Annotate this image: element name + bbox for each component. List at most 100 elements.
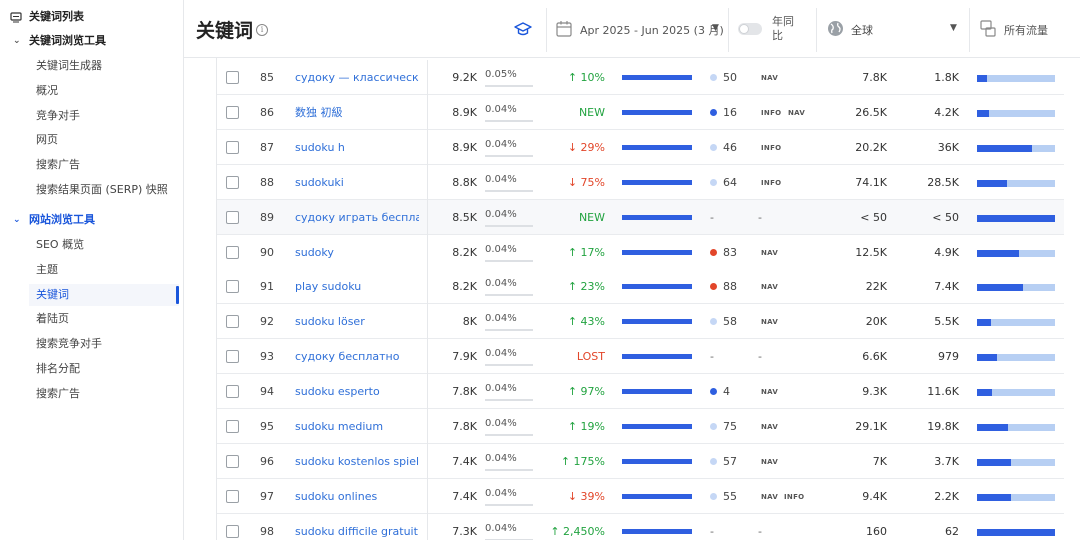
keyword-link[interactable]: судоку бесплатно bbox=[295, 350, 400, 364]
trend-bar bbox=[622, 144, 692, 150]
table-row[interactable]: 92 sudoku löser 8K 0.04% ↑ 43% 58 NAV 20K 5.5K bbox=[217, 304, 1064, 340]
keyword-link[interactable]: sudoku h bbox=[295, 140, 345, 154]
traffic-share-bar bbox=[977, 249, 1055, 257]
sidebar-item[interactable]: 着陆页 bbox=[0, 308, 184, 330]
column-divider bbox=[427, 478, 428, 514]
sidebar-section-keyword-tools[interactable]: ⌄ 关键词浏览工具 bbox=[0, 30, 184, 52]
table-row[interactable]: 87 sudoku h 8.9K 0.04% ↓ 29% 46 INFO 20.2K 36K bbox=[217, 129, 1064, 165]
table-row[interactable]: 98 sudoku difficile gratuit 7.3K 0.04% ↑ 2,4… bbox=[217, 513, 1064, 540]
row-checkbox[interactable] bbox=[226, 524, 239, 538]
share-track bbox=[485, 329, 533, 332]
keyword-link[interactable]: судоку играть бесплатно bbox=[295, 210, 419, 224]
table-row[interactable]: 90 sudoky 8.2K 0.04% ↑ 17% 83 NAV 12.5K 4.9K bbox=[217, 234, 1064, 270]
sidebar-item[interactable]: 关键词生成器 bbox=[36, 59, 102, 72]
row-checkbox[interactable] bbox=[226, 71, 239, 84]
traffic-type-selector[interactable]: 所有流量 bbox=[1004, 24, 1048, 37]
row-rank: 88 bbox=[260, 175, 274, 189]
row-checkbox[interactable] bbox=[226, 454, 239, 468]
table-row[interactable]: 94 sudoku esperto 7.8K 0.04% ↑ 97% 4 NAV 9.3K 11… bbox=[217, 374, 1064, 410]
visits-value: 9.4K bbox=[862, 489, 887, 503]
traffic-value: 3.7K bbox=[934, 454, 959, 468]
chevron-down-icon: ⌄ bbox=[13, 36, 21, 46]
keyword-link[interactable]: судоку — классическое спорт bbox=[295, 71, 419, 84]
sidebar-item[interactable]: 竞争对手 bbox=[36, 108, 80, 122]
sidebar-item[interactable]: SEO 概览 bbox=[0, 234, 184, 256]
sidebar-item[interactable]: 概况 bbox=[36, 83, 58, 97]
row-checkbox[interactable] bbox=[226, 210, 239, 224]
sidebar-item[interactable]: 主题 bbox=[0, 259, 184, 281]
sidebar-item[interactable]: 搜索竞争对手 bbox=[0, 333, 184, 355]
table-row[interactable]: 85 судоку — классическое спорт 9.2K 0.05% ↑ … bbox=[217, 60, 1064, 95]
table-row[interactable]: 89 судоку играть бесплатно 8.5K 0.04% NEW - - <… bbox=[217, 199, 1064, 235]
date-range-selector[interactable]: Apr 2025 - Jun 2025 (3 月) bbox=[580, 24, 724, 37]
table-row[interactable]: 86 数独 初級 8.9K 0.04% NEW 16 INFO NAV 26.5K 4.2K bbox=[217, 94, 1064, 130]
position-dot bbox=[710, 248, 717, 256]
sidebar-item-label: 排名分配 bbox=[36, 362, 80, 375]
row-checkbox[interactable] bbox=[226, 105, 239, 119]
table-row[interactable]: 88 sudokuki 8.8K 0.04% ↓ 75% 64 INFO 74.1K 28.5K bbox=[217, 164, 1064, 200]
traffic-share-bar bbox=[977, 458, 1055, 466]
row-checkbox[interactable] bbox=[226, 420, 239, 433]
traffic-share-fill bbox=[977, 389, 992, 397]
trend-bar bbox=[622, 284, 692, 290]
row-checkbox[interactable] bbox=[226, 175, 239, 189]
traffic-value: 7.4K bbox=[934, 280, 959, 294]
trend-bar bbox=[622, 249, 692, 255]
keyword-link[interactable]: play sudoku bbox=[295, 280, 362, 294]
keyword-link[interactable]: sudoku difficile gratuit bbox=[295, 524, 418, 538]
row-checkbox[interactable] bbox=[226, 140, 239, 154]
sidebar-item[interactable]: 关键词 bbox=[29, 283, 179, 306]
sidebar-item[interactable]: 排名分配 bbox=[0, 358, 184, 380]
sidebar-keyword-list[interactable]: 关键词列表 bbox=[0, 6, 184, 28]
traffic-share-bar bbox=[977, 493, 1055, 501]
visits-value: 74.1K bbox=[855, 175, 887, 189]
search-volume: 8.8K bbox=[452, 175, 477, 189]
table-row[interactable]: 97 sudoku onlines 7.4K 0.04% ↓ 39% 55 NAV INFO 9… bbox=[217, 478, 1064, 514]
region-selector[interactable]: 全球 bbox=[851, 24, 873, 37]
row-checkbox[interactable] bbox=[226, 315, 239, 329]
change-value: LOST bbox=[576, 350, 605, 364]
intent-badge: NAV bbox=[761, 492, 779, 501]
table-row[interactable]: 93 судоку бесплатно 7.9K 0.04% LOST - - 6.6K 979 bbox=[217, 339, 1064, 375]
traffic-icon bbox=[980, 20, 996, 37]
position-dot bbox=[710, 143, 717, 151]
keyword-link[interactable]: 数独 初級 bbox=[295, 105, 343, 119]
visits-value: 20K bbox=[865, 315, 887, 329]
traffic-share-bar bbox=[977, 75, 1055, 82]
row-checkbox[interactable] bbox=[226, 489, 239, 503]
keyword-link[interactable]: sudokuki bbox=[295, 175, 344, 189]
keyword-link[interactable]: sudoky bbox=[295, 245, 334, 259]
traffic-share-bar bbox=[977, 284, 1055, 292]
row-rank: 91 bbox=[260, 280, 274, 294]
position-value: 16 bbox=[723, 105, 737, 119]
keyword-link[interactable]: sudoku löser bbox=[295, 315, 365, 329]
row-checkbox[interactable] bbox=[226, 280, 239, 294]
keyword-link[interactable]: sudoku kostenlos spielen bbox=[295, 454, 419, 468]
table-row[interactable]: 91 play sudoku 8.2K 0.04% ↑ 23% 88 NAV 22K 7.4K bbox=[217, 269, 1064, 305]
info-icon[interactable]: i bbox=[256, 24, 268, 36]
traffic-value: 28.5K bbox=[927, 175, 959, 189]
chevron-down-icon[interactable]: ▼ bbox=[950, 23, 957, 33]
table-row[interactable]: 96 sudoku kostenlos spielen 7.4K 0.04% ↑ 175… bbox=[217, 443, 1064, 479]
row-checkbox[interactable] bbox=[226, 245, 239, 259]
keyword-link[interactable]: sudoku onlines bbox=[295, 489, 378, 503]
sidebar-item[interactable]: 网页 bbox=[36, 133, 58, 147]
intent-badge: NAV bbox=[761, 388, 779, 397]
sidebar-item[interactable]: 搜索结果页面 (SERP) 快照 bbox=[36, 183, 168, 196]
keyword-link[interactable]: sudoku medium bbox=[295, 420, 384, 433]
keyword-link[interactable]: sudoku esperto bbox=[295, 385, 380, 399]
row-rank: 94 bbox=[260, 385, 274, 399]
sidebar-item[interactable]: 搜索广告 bbox=[36, 158, 80, 172]
chevron-down-icon[interactable]: ▼ bbox=[712, 23, 719, 33]
table-row[interactable]: 95 sudoku medium 7.8K 0.04% ↑ 19% 75 NAV 29.1K 1… bbox=[217, 409, 1064, 444]
traffic-share-bar bbox=[977, 354, 1055, 362]
graduation-cap-icon[interactable] bbox=[514, 21, 532, 37]
divider bbox=[546, 8, 547, 52]
yoy-toggle[interactable] bbox=[738, 23, 762, 35]
sidebar-section-site-tools[interactable]: ⌄ 网站浏览工具 bbox=[0, 209, 184, 231]
traffic-value: 62 bbox=[945, 524, 959, 538]
row-checkbox[interactable] bbox=[226, 350, 239, 364]
search-volume: 8.9K bbox=[452, 140, 477, 154]
sidebar-item[interactable]: 搜索广告 bbox=[0, 383, 184, 405]
row-checkbox[interactable] bbox=[226, 385, 239, 399]
